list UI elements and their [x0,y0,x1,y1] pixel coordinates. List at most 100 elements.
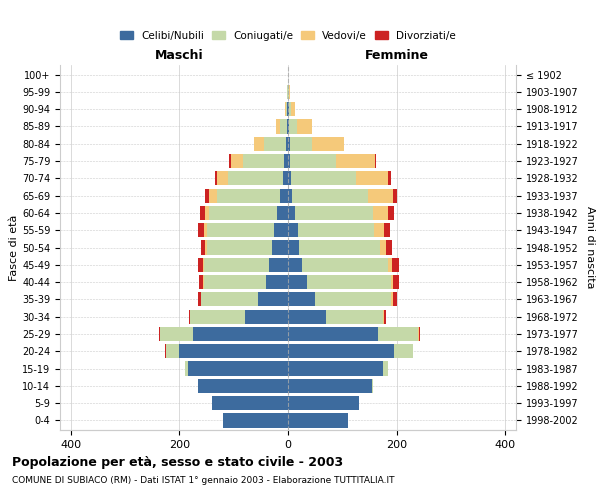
Bar [337,154,376,168]
Bar [386,240,392,254]
Bar [205,188,209,202]
Bar [286,136,288,151]
Bar [204,223,206,238]
Bar [391,292,393,306]
Bar [199,275,203,289]
Bar [299,240,380,254]
Bar [288,136,290,151]
Bar [264,136,286,151]
Bar [231,154,243,168]
Bar [254,136,264,151]
Bar [393,188,397,202]
Bar [290,154,337,168]
Bar [200,206,205,220]
Bar [288,206,295,220]
Bar [372,379,373,393]
Bar [288,120,289,134]
Bar [295,206,373,220]
Bar [326,310,383,324]
Bar [380,240,386,254]
Bar [205,206,209,220]
Bar [288,362,383,376]
Bar [394,275,399,289]
Bar [288,258,302,272]
Bar [383,362,388,376]
Bar [391,275,394,289]
Bar [288,240,299,254]
Text: COMUNE DI SUBIACO (RM) - Dati ISTAT 1° gennaio 2003 - Elaborazione TUTTITALIA.IT: COMUNE DI SUBIACO (RM) - Dati ISTAT 1° g… [12,476,395,485]
Bar [228,171,283,186]
Bar [373,206,388,220]
Bar [200,240,205,254]
Bar [217,171,228,186]
Bar [288,327,377,341]
Bar [288,396,359,410]
Bar [289,84,290,99]
Bar [166,344,179,358]
Bar [179,344,288,358]
Bar [204,258,269,272]
Bar [243,154,284,168]
Bar [188,310,190,324]
Bar [160,327,193,341]
Bar [383,223,389,238]
Bar [209,206,277,220]
Text: Femmine: Femmine [365,50,428,62]
Bar [203,258,204,272]
Bar [204,275,266,289]
Bar [205,240,206,254]
Bar [286,102,287,116]
Bar [287,120,288,134]
Bar [393,292,397,306]
Bar [209,188,217,202]
Bar [288,275,307,289]
Y-axis label: Anni di nascita: Anni di nascita [585,206,595,289]
Bar [199,379,288,393]
Bar [277,206,288,220]
Bar [206,223,274,238]
Bar [377,327,418,341]
Bar [245,310,288,324]
Bar [288,310,326,324]
Bar [199,223,204,238]
Bar [307,275,391,289]
Bar [212,396,288,410]
Bar [394,344,413,358]
Bar [190,310,245,324]
Legend: Celibi/Nubili, Coniugati/e, Vedovi/e, Divorziati/e: Celibi/Nubili, Coniugati/e, Vedovi/e, Di… [116,26,460,44]
Bar [276,120,280,134]
Bar [229,154,231,168]
Bar [217,188,280,202]
Text: Popolazione per età, sesso e stato civile - 2003: Popolazione per età, sesso e stato civil… [12,456,343,469]
Bar [384,310,386,324]
Bar [288,188,292,202]
Bar [284,154,288,168]
Bar [290,136,313,151]
Bar [285,102,286,116]
Bar [193,327,288,341]
Bar [374,223,383,238]
Bar [206,240,272,254]
Bar [292,188,368,202]
Bar [368,188,393,202]
Bar [288,379,372,393]
Bar [269,258,288,272]
Bar [388,171,391,186]
Text: Maschi: Maschi [155,50,204,62]
Bar [298,223,374,238]
Bar [302,258,388,272]
Bar [297,120,313,134]
Bar [388,258,392,272]
Bar [388,206,394,220]
Y-axis label: Fasce di età: Fasce di età [9,214,19,280]
Bar [201,292,258,306]
Bar [291,102,295,116]
Bar [283,171,288,186]
Bar [315,292,391,306]
Bar [188,362,288,376]
Bar [419,327,420,341]
Bar [392,258,399,272]
Bar [288,292,315,306]
Bar [288,223,298,238]
Bar [288,154,290,168]
